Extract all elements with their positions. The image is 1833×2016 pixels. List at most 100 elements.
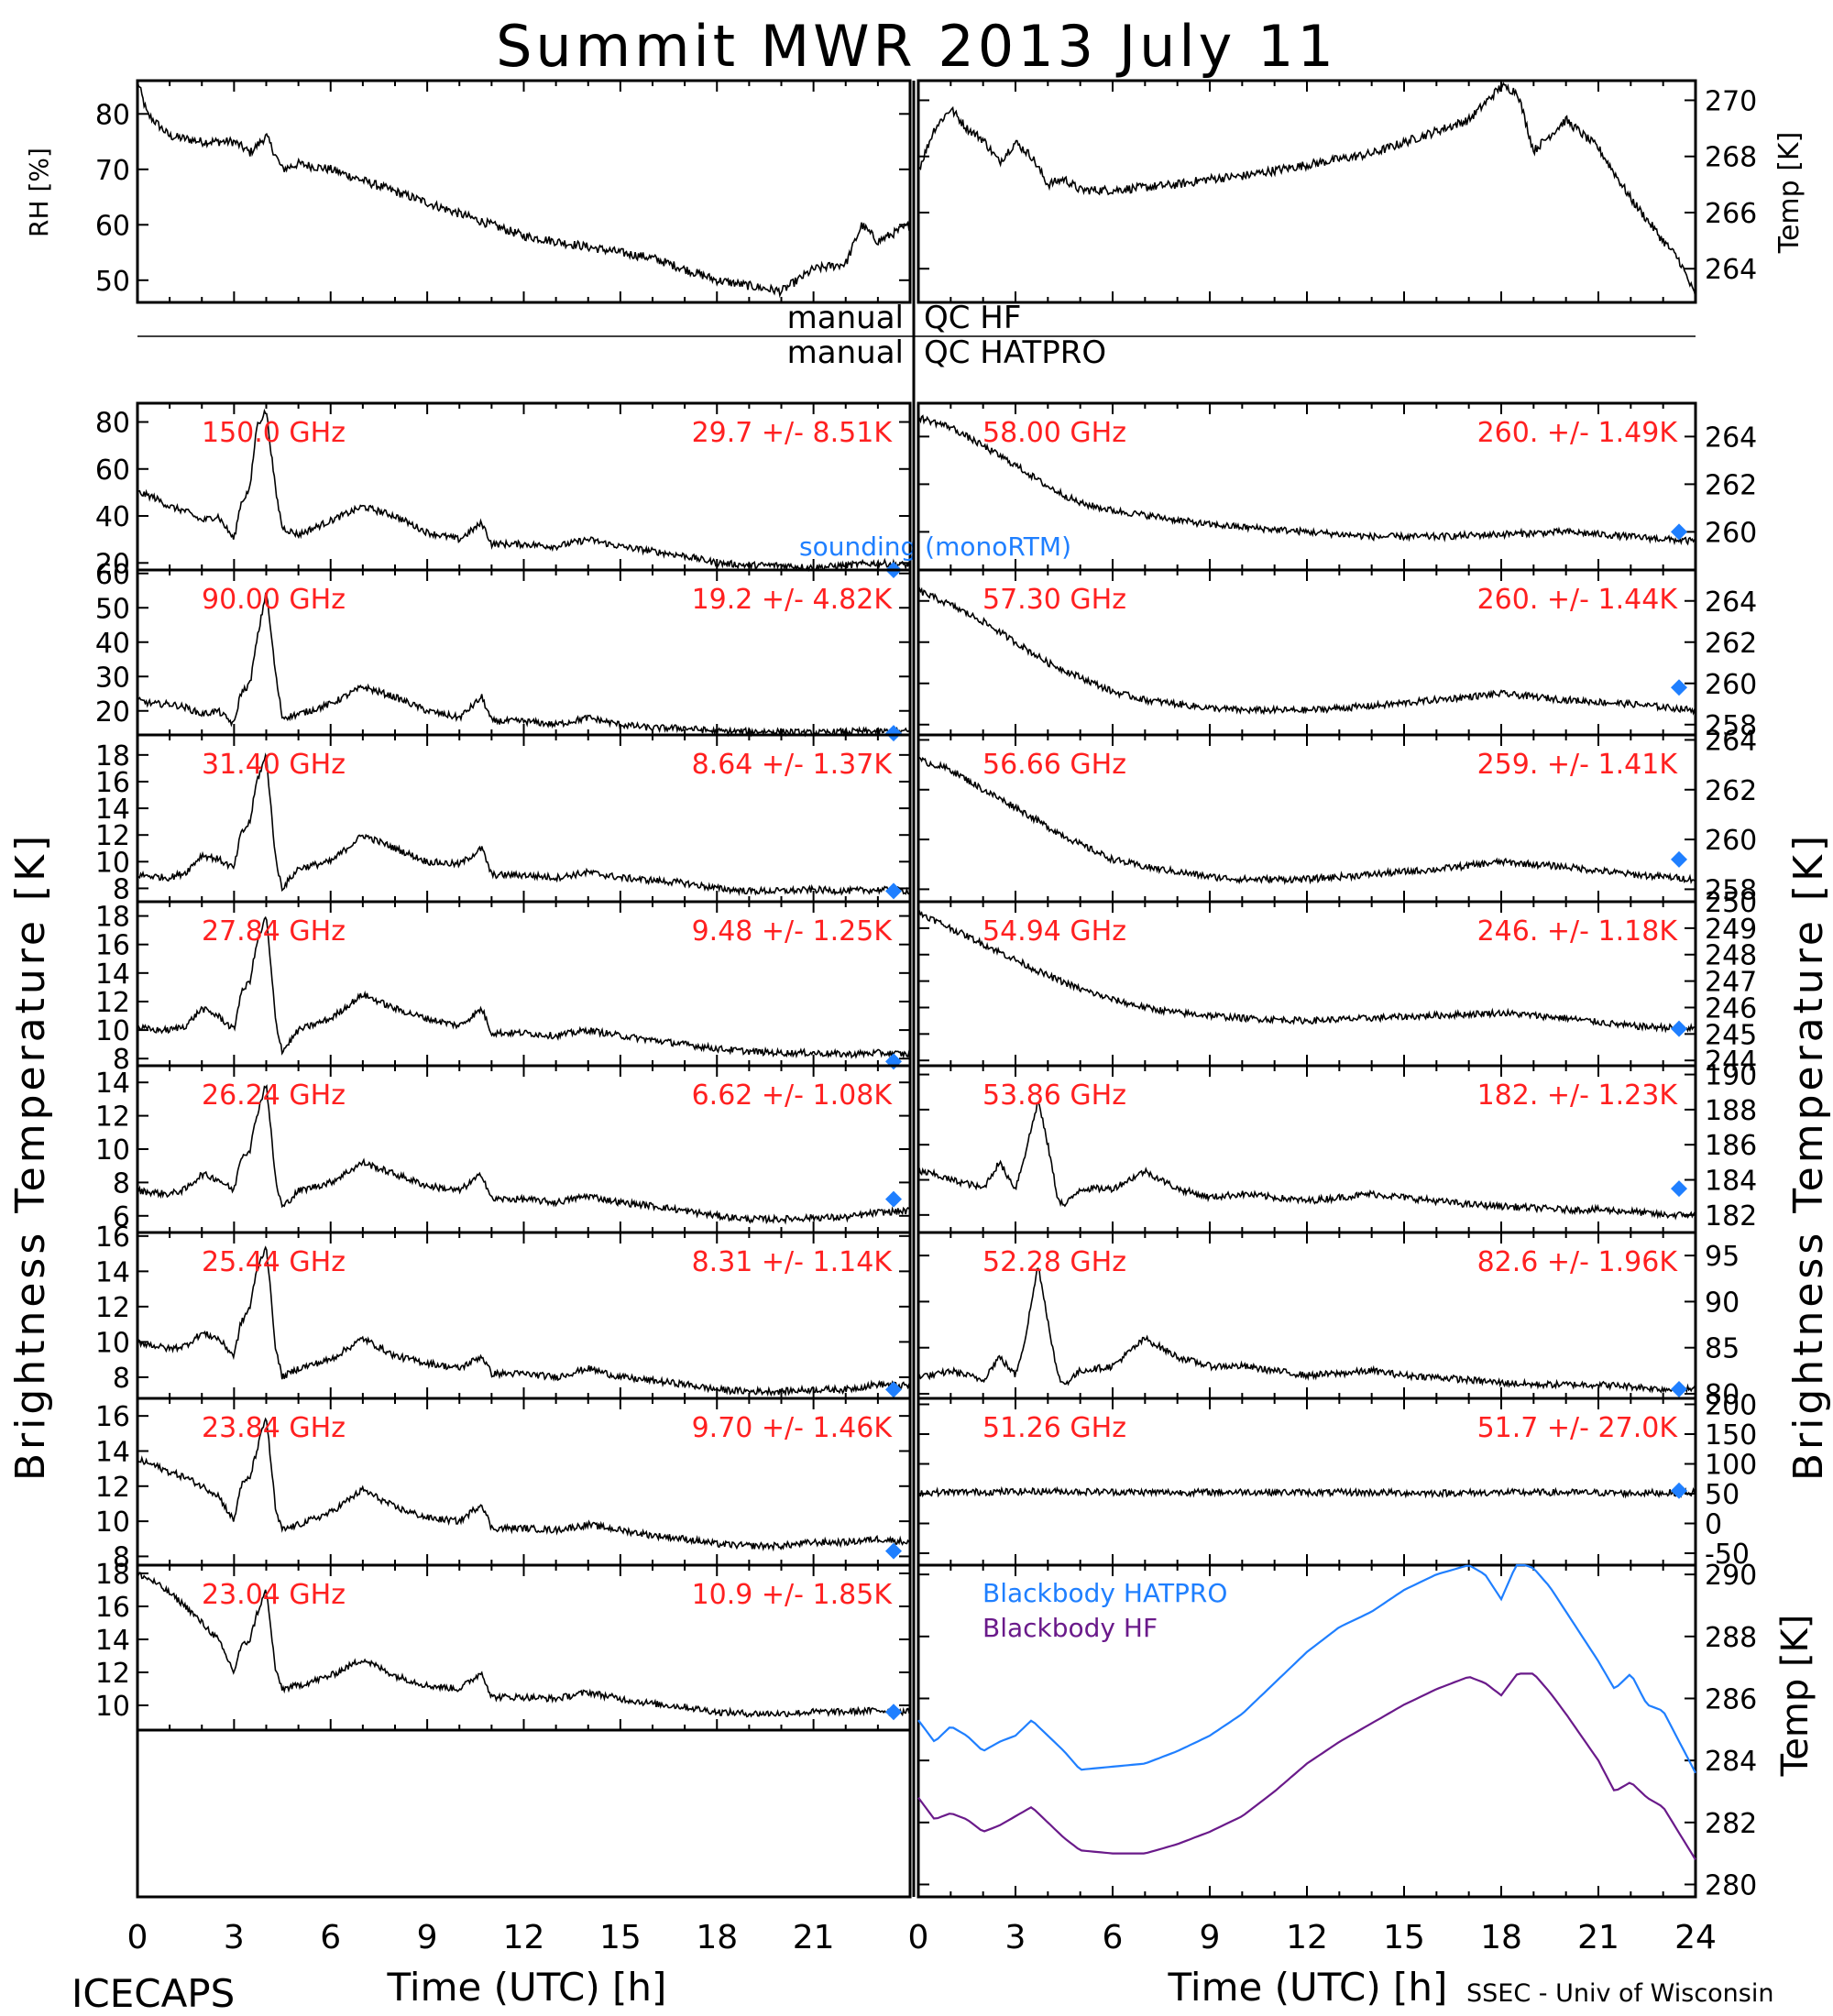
- channel-label: 27.84 GHz: [202, 915, 346, 948]
- sounding-marker: [885, 882, 902, 900]
- sounding-marker: [885, 1542, 902, 1560]
- y-tick-label: 14: [95, 1256, 130, 1288]
- y-tick-label: 247: [1705, 967, 1757, 999]
- channel-stats: 82.6 +/- 1.96K: [1477, 1246, 1679, 1278]
- sounding-marker: [1671, 1180, 1687, 1198]
- series-line: [137, 1417, 911, 1552]
- y-tick-label: 70: [95, 155, 130, 187]
- series-line: [137, 592, 911, 738]
- y-tick-label: 268: [1705, 142, 1757, 174]
- y-tick-label: 16: [95, 1222, 130, 1254]
- x-tick-label: 15: [1383, 1919, 1425, 1956]
- series-line: [137, 915, 911, 1059]
- y-tick-label: 262: [1705, 628, 1757, 660]
- y-tick-label: 14: [95, 1436, 130, 1468]
- channel-label: 58.00 GHz: [982, 417, 1126, 449]
- channel-label: 150.0 GHz: [202, 417, 346, 449]
- y-tick-label: 18: [95, 902, 130, 934]
- y-tick-label: 245: [1705, 1019, 1757, 1051]
- y-tick-label: 60: [95, 455, 130, 487]
- y-tick-label: 30: [95, 662, 130, 694]
- y-tick-label: 6: [113, 1201, 130, 1233]
- sounding-marker: [885, 725, 902, 742]
- y-tick-label: 262: [1705, 469, 1757, 501]
- series-line: [917, 586, 1696, 716]
- y-tick-label: 12: [95, 1101, 130, 1134]
- y-tick-label: 95: [1705, 1241, 1740, 1273]
- y-tick-label: 16: [95, 767, 130, 799]
- y-tick-label: 10: [95, 1691, 130, 1723]
- channel-stats: 8.64 +/- 1.37K: [692, 749, 894, 781]
- y-tick-label: 200: [1705, 1390, 1757, 1422]
- x-tick-label: 18: [696, 1919, 738, 1956]
- channel-label: 26.24 GHz: [202, 1079, 346, 1112]
- channel-stats: 8.31 +/- 1.14K: [692, 1246, 894, 1278]
- channel-label: 53.86 GHz: [982, 1079, 1126, 1112]
- y-tick-label: 270: [1705, 85, 1757, 117]
- x-axis-label-left: Time (UTC) [h]: [387, 1965, 667, 2010]
- sounding-marker: [1671, 679, 1687, 696]
- panel-ylabel: Temp [K]: [1774, 1615, 1817, 1778]
- y-tick-label: 260: [1705, 825, 1757, 857]
- y-tick-label: 8: [113, 1541, 130, 1573]
- channel-label: 31.40 GHz: [202, 749, 346, 781]
- channel-stats: 246. +/- 1.18K: [1477, 915, 1679, 948]
- y-tick-label: 288: [1705, 1622, 1757, 1654]
- y-tick-label: 264: [1705, 422, 1757, 454]
- y-tick-label: 20: [95, 696, 130, 729]
- series-line: [137, 408, 911, 573]
- channel-label: 57.30 GHz: [982, 584, 1126, 616]
- channel-label: 52.28 GHz: [982, 1246, 1126, 1278]
- qc-right-label-1: QC HF: [924, 300, 1021, 336]
- panel-ylabel: Temp [K]: [1773, 132, 1806, 255]
- y-tick-label: 50: [95, 266, 130, 298]
- x-tick-label: 12: [503, 1919, 545, 1956]
- panel-blackbody: 280 282 284 286 288 290 Temp [K] Blackbody HATP…: [916, 1560, 1817, 1901]
- series-line: [137, 1570, 911, 1718]
- channel-label: 56.66 GHz: [982, 749, 1126, 781]
- y-tick-label: 250: [1705, 887, 1757, 919]
- x-tick-label: 6: [1103, 1919, 1124, 1956]
- channel-label: 51.26 GHz: [982, 1412, 1126, 1444]
- y-tick-label: 150: [1705, 1419, 1757, 1452]
- y-tick-label: 249: [1705, 914, 1757, 946]
- y-tick-label: 10: [95, 1015, 130, 1047]
- y-tick-label: 100: [1705, 1450, 1757, 1482]
- series-line: [137, 1245, 910, 1397]
- channel-stats: 9.48 +/- 1.25K: [692, 915, 894, 948]
- y-tick-label: 282: [1705, 1808, 1757, 1840]
- channel-stats: 6.62 +/- 1.08K: [692, 1079, 894, 1112]
- y-tick-label: 8: [113, 1363, 130, 1395]
- y-tick-label: 90: [1705, 1287, 1740, 1319]
- y-tick-label: 12: [95, 820, 130, 852]
- y-tick-label: 186: [1705, 1130, 1757, 1162]
- footer-right: SSEC - Univ of Wisconsin: [1466, 1979, 1773, 2008]
- series-line: [137, 752, 911, 897]
- panel-ch2224: [136, 1728, 912, 1899]
- channel-stats: 29.7 +/- 8.51K: [692, 417, 894, 449]
- x-tick-label: 12: [1286, 1919, 1328, 1956]
- panel-ch5666: 258 260 262 264 56.66 GHz 259. +/- 1.41K: [916, 725, 1757, 906]
- y-tick-label: 18: [95, 1559, 130, 1591]
- channel-stats: 182. +/- 1.23K: [1477, 1079, 1679, 1112]
- y-tick-label: 40: [95, 628, 130, 660]
- y-tick-label: 12: [95, 987, 130, 1019]
- y-tick-label: 290: [1705, 1560, 1757, 1592]
- x-tick-label: 21: [793, 1919, 835, 1956]
- y-tick-label: 182: [1705, 1200, 1757, 1233]
- y-tick-label: 280: [1705, 1869, 1757, 1901]
- sounding-marker: [1671, 1020, 1687, 1037]
- panel-rh: 50 60 70 80 RH [%]: [24, 79, 912, 304]
- y-tick-label: 18: [95, 740, 130, 772]
- y-tick-label: 10: [95, 1327, 130, 1359]
- channel-stats: 259. +/- 1.41K: [1477, 749, 1679, 781]
- y-tick-label: 0: [1705, 1509, 1722, 1541]
